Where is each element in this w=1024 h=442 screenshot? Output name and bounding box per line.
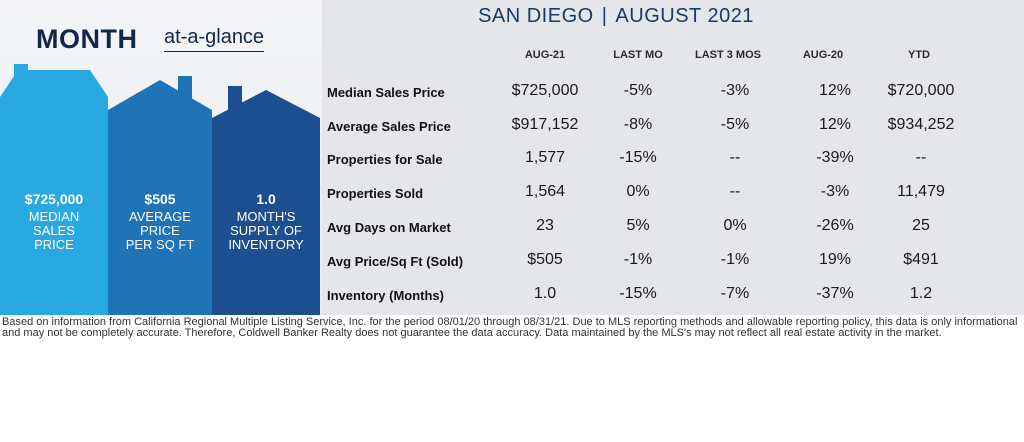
house-1-label: MEDIAN SALES PRICE <box>28 209 80 252</box>
cell-sqft-aug21: $505 <box>527 251 563 268</box>
cell-sqft-last-mo: -1% <box>623 251 653 268</box>
cell-for-sale-last-3-mos: -- <box>729 149 741 166</box>
houses-graphic <box>0 64 320 315</box>
cell-median-ytd: $720,000 <box>887 82 955 99</box>
at-a-glance-subtitle: at-a-glance <box>164 26 265 52</box>
house-1-chimney <box>14 64 28 88</box>
cell-average-last-3-mos: -5% <box>720 116 750 133</box>
cell-sold-aug20: -3% <box>820 183 850 200</box>
month-title: MONTH <box>36 24 138 54</box>
cell-days-last-3-mos: 0% <box>723 217 747 234</box>
house-2-chimney <box>178 76 192 106</box>
cell-average-aug20: 12% <box>818 116 852 133</box>
cell-inventory-ytd: 1.2 <box>909 285 933 302</box>
stats-panel <box>322 0 1024 315</box>
row-label-properties-for-sale: Properties for Sale <box>327 152 443 167</box>
cell-inventory-last-mo: -15% <box>619 285 657 302</box>
cell-days-last-mo: 5% <box>626 217 650 234</box>
column-header-aug21: AUG-21 <box>524 49 566 61</box>
house-3-value: 1.0 <box>256 191 276 207</box>
column-header-ytd: YTD <box>908 49 930 61</box>
house-2-value: $505 <box>144 191 176 207</box>
cell-inventory-aug21: 1.0 <box>533 285 557 302</box>
house-3-shape <box>212 90 320 315</box>
house-1-value: $725,000 <box>24 191 84 207</box>
row-label-properties-sold: Properties Sold <box>327 186 424 201</box>
cell-sold-aug21: 1,564 <box>524 183 566 200</box>
cell-for-sale-aug21: 1,577 <box>524 149 566 166</box>
cell-median-aug21: $725,000 <box>511 82 579 99</box>
house-3-text: 1.0 MONTH'S SUPPLY OF INVENTORY <box>214 192 318 252</box>
cell-sqft-aug20: 19% <box>818 251 852 268</box>
cell-for-sale-aug20: -39% <box>816 149 854 166</box>
column-header-last-mo: LAST MO <box>613 49 663 61</box>
row-label-average-sales-price: Average Sales Price <box>327 119 451 134</box>
cell-average-last-mo: -8% <box>623 116 653 133</box>
house-2-text: $505 AVERAGE PRICE PER SQ FT <box>108 192 212 252</box>
cell-days-aug20: -26% <box>816 217 854 234</box>
cell-average-ytd: $934,252 <box>887 116 955 133</box>
cell-days-aug21: 23 <box>536 217 554 234</box>
cell-sqft-ytd: $491 <box>903 251 939 268</box>
cell-for-sale-last-mo: -15% <box>619 149 657 166</box>
row-label-median-sales-price: Median Sales Price <box>327 85 445 100</box>
row-label-inventory-months: Inventory (Months) <box>327 288 444 303</box>
house-3-chimney <box>228 86 242 116</box>
disclaimer-text: Based on information from California Reg… <box>2 316 1018 339</box>
cell-days-ytd: 25 <box>912 217 930 234</box>
cell-inventory-last-3-mos: -7% <box>720 285 750 302</box>
house-1-text: $725,000 MEDIAN SALES PRICE <box>2 192 106 252</box>
cell-median-aug20: 12% <box>818 82 852 99</box>
cell-median-last-mo: -5% <box>623 82 653 99</box>
column-header-aug20: AUG-20 <box>802 49 844 61</box>
cell-sqft-last-3-mos: -1% <box>720 251 750 268</box>
report-header: SAN DIEGO | AUGUST 2021 <box>322 5 910 28</box>
cell-median-last-3-mos: -3% <box>720 82 750 99</box>
house-3-label: MONTH'S SUPPLY OF INVENTORY <box>228 209 304 252</box>
house-2-label: AVERAGE PRICE PER SQ FT <box>125 209 195 252</box>
cell-inventory-aug20: -37% <box>816 285 854 302</box>
cell-sold-last-3-mos: -- <box>729 183 741 200</box>
cell-sold-ytd: 11,479 <box>897 183 945 200</box>
row-label-avg-days-on-market: Avg Days on Market <box>327 220 451 235</box>
header-separator: | <box>601 5 608 27</box>
row-label-avg-price-sqft: Avg Price/Sq Ft (Sold) <box>327 254 464 269</box>
house-1-shape <box>0 70 108 315</box>
period-title: AUGUST 2021 <box>615 5 754 27</box>
cell-sold-last-mo: 0% <box>626 183 650 200</box>
column-header-last-3-mos: LAST 3 MOS <box>694 49 761 61</box>
house-2-shape <box>108 80 212 315</box>
location-title: SAN DIEGO <box>478 5 594 27</box>
cell-average-aug21: $917,152 <box>511 116 579 133</box>
cell-for-sale-ytd: -- <box>915 149 927 166</box>
